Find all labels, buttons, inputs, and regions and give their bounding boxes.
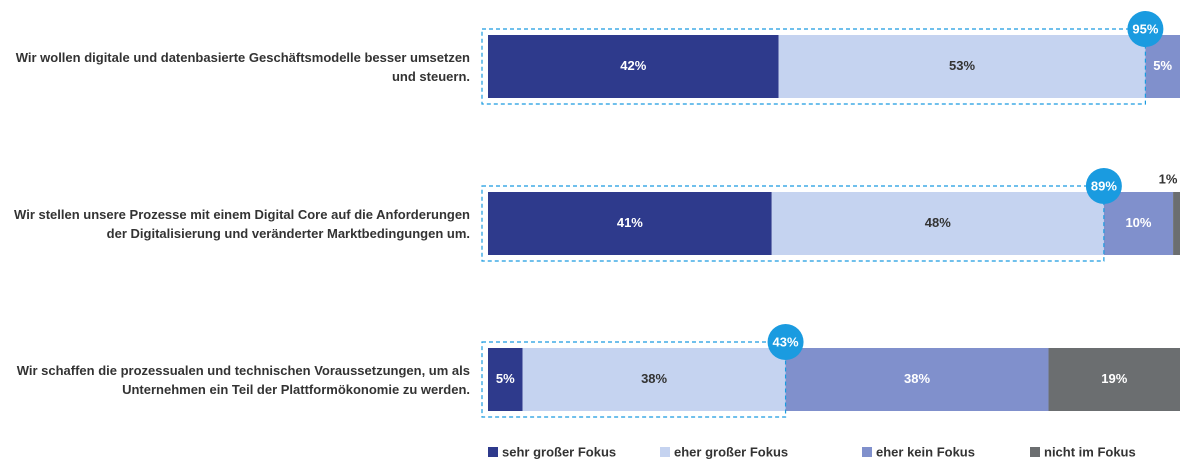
legend-swatch <box>488 447 498 457</box>
legend-label: eher kein Fokus <box>876 444 975 459</box>
bar-segment <box>1173 192 1180 255</box>
value-label: 53% <box>949 58 975 73</box>
value-label: 38% <box>641 371 667 386</box>
total-label: 43% <box>773 334 799 349</box>
total-box <box>481 185 1105 262</box>
bar-segment <box>522 348 786 411</box>
total-badge <box>1085 168 1122 204</box>
value-label: 42% <box>620 58 646 73</box>
legend-swatch <box>1030 447 1040 457</box>
bar-segment <box>785 348 1049 411</box>
value-label: 5% <box>1153 58 1172 73</box>
total-box <box>481 28 1147 105</box>
value-label: 1% <box>1159 171 1178 186</box>
total-label: 89% <box>1091 178 1117 193</box>
value-label: 10% <box>1125 215 1151 230</box>
bar-segment <box>778 35 1146 98</box>
legend-label: eher großer Fokus <box>674 444 788 459</box>
bar-segment <box>1103 192 1174 255</box>
total-badge <box>767 324 804 360</box>
category-label: Wir wollen digitale und datenbasierte Ge… <box>15 49 470 84</box>
bar-segment <box>488 192 772 255</box>
value-label: 48% <box>925 215 951 230</box>
legend-label: sehr großer Fokus <box>502 444 616 459</box>
value-label: 41% <box>617 215 643 230</box>
total-label: 95% <box>1132 21 1158 36</box>
bar-segment <box>488 35 779 98</box>
category-label: Wir schaffen die prozessualen und techni… <box>16 362 470 397</box>
legend-swatch <box>660 447 670 457</box>
bar-segment <box>771 192 1104 255</box>
total-badge <box>1127 11 1164 47</box>
legend-label: nicht im Fokus <box>1044 444 1136 459</box>
category-label: Wir stellen unsere Prozesse mit einem Di… <box>14 206 470 241</box>
bar-segment <box>1048 348 1180 411</box>
value-label: 38% <box>904 371 930 386</box>
value-label: 19% <box>1101 371 1127 386</box>
legend-swatch <box>862 447 872 457</box>
value-label: 5% <box>496 371 515 386</box>
bar-segment <box>488 348 523 411</box>
